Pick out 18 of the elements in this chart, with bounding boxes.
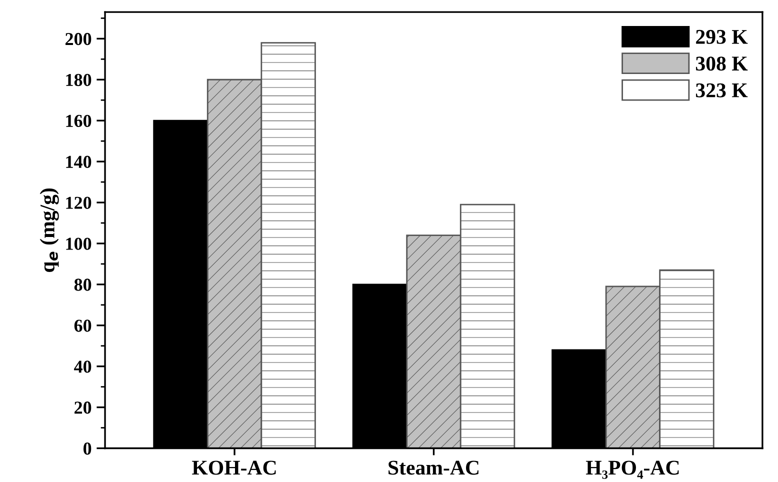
- legend-label: 308 K: [696, 56, 748, 71]
- y-tick-label: 180: [66, 74, 92, 86]
- y-axis-title: q$_{e}$ (mg/g): [40, 188, 59, 272]
- y-tick-label: 200: [66, 32, 92, 46]
- y-tick-label: 0: [83, 442, 92, 455]
- y-tick-label: 120: [66, 196, 92, 209]
- legend-label: 293 K: [696, 30, 748, 44]
- y-tick-label: 80: [74, 278, 92, 291]
- x-tick-label: KOH-AC: [192, 460, 276, 475]
- y-tick-label: 60: [74, 320, 92, 332]
- y-tick-label: 100: [66, 238, 92, 250]
- y-tick-label: 160: [66, 114, 92, 128]
- legend-label: 323 K: [696, 83, 748, 98]
- y-tick-label: 140: [66, 156, 92, 168]
- y-tick-label: 40: [74, 360, 92, 373]
- x-tick-label: Steam-AC: [388, 460, 478, 475]
- x-tick-label: H₃PO₄-AC: [586, 460, 679, 479]
- y-tick-label: 20: [74, 402, 92, 414]
